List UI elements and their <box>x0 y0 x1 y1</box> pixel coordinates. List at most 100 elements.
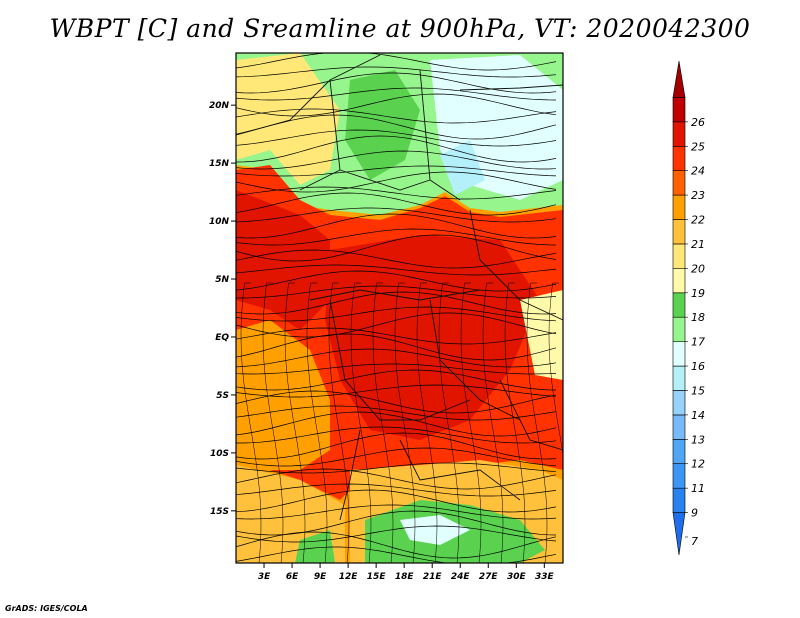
streamline <box>460 282 482 563</box>
streamline <box>236 483 557 497</box>
streamline <box>236 228 557 246</box>
colorbar-label: 12 <box>691 458 705 471</box>
streamline <box>372 282 394 563</box>
streamline <box>236 384 557 398</box>
map-frame <box>235 52 564 564</box>
colorbar-label: 16 <box>691 360 705 373</box>
streamline <box>236 291 557 315</box>
wbpt-field-atlantic <box>236 320 330 470</box>
x-tick-label: 3E <box>258 572 271 582</box>
colorbar-swatch <box>672 463 686 489</box>
streamline <box>236 53 557 71</box>
colorbar-swatch <box>672 487 686 513</box>
colorbar-swatch <box>672 268 686 294</box>
colorbar-swatch <box>672 243 686 269</box>
streamline <box>504 282 526 563</box>
streamline <box>236 108 557 124</box>
colorbar-swatch <box>672 60 686 98</box>
streamline <box>306 282 328 563</box>
colorbar-swatch <box>672 145 686 171</box>
country-borders <box>236 54 563 521</box>
colorbar-swatch <box>672 439 686 465</box>
colorbar-label: 22 <box>691 214 705 227</box>
wbpt-field-south-cool <box>400 515 470 545</box>
colorbar-label: 15 <box>691 384 705 397</box>
streamline <box>236 333 557 361</box>
colorbar-label: 26 <box>691 116 705 129</box>
colorbar-label: 25 <box>691 140 705 153</box>
colorbar-swatch <box>672 390 686 416</box>
border-line <box>469 209 563 321</box>
y-tick-label: 5N <box>215 275 229 285</box>
y-tick-label: EQ <box>215 333 229 343</box>
colorbar-swatch <box>672 194 686 220</box>
streamline <box>236 135 557 163</box>
colorbar-label: 21 <box>691 238 705 251</box>
border-line <box>499 379 563 451</box>
x-tick-label: 9E <box>314 572 327 582</box>
streamline <box>236 129 557 147</box>
streamline <box>236 405 557 421</box>
y-tick-label: 10N <box>209 217 230 227</box>
streamline <box>236 207 557 223</box>
streamline <box>284 282 306 563</box>
streamline <box>236 270 557 292</box>
streamline <box>236 390 557 414</box>
x-tick-label: 33E <box>535 572 555 582</box>
colorbar-swatch <box>672 341 686 367</box>
colorbar-swatch <box>672 97 686 123</box>
streamline <box>236 192 557 216</box>
streamline <box>350 282 372 563</box>
streamline <box>262 282 284 563</box>
colorbar-swatch <box>672 365 686 391</box>
x-tick-label: 30E <box>507 572 527 582</box>
streamline <box>240 282 262 563</box>
x-tick-label: 21E <box>423 572 443 582</box>
streamline <box>236 249 557 269</box>
streamline <box>482 282 504 563</box>
streamline <box>236 285 557 299</box>
border-line <box>429 299 521 421</box>
wbpt-field-sw-green <box>295 530 335 563</box>
colorbar-label: 24 <box>691 165 705 178</box>
y-tick-label: 15S <box>210 507 229 517</box>
colorbar-label: 23 <box>691 189 705 202</box>
streamline <box>236 363 557 375</box>
colorbar-swatch <box>672 219 686 245</box>
streamline <box>236 87 557 101</box>
border-line <box>236 54 381 136</box>
y-tick-label: 15N <box>209 159 230 169</box>
streamline <box>526 282 548 563</box>
streamline <box>236 306 557 322</box>
streamline <box>236 66 557 78</box>
streamline <box>548 282 563 457</box>
colorbar-swatch <box>672 170 686 196</box>
border-line <box>329 299 471 421</box>
y-tick-label: 10S <box>210 449 229 459</box>
x-tick-label: 18E <box>395 572 415 582</box>
streamline <box>236 165 557 177</box>
colorbar-swatch <box>672 316 686 342</box>
x-tick-label: 24E <box>451 572 471 582</box>
x-tick-label: 6E <box>286 572 299 582</box>
colorbar-label: 19 <box>691 287 705 300</box>
border-line <box>339 429 361 521</box>
streamline <box>236 264 557 276</box>
grads-credit: GrADS: IGES/COLA <box>5 604 88 613</box>
streamlines <box>236 53 563 563</box>
streamline <box>236 426 557 444</box>
border-line <box>459 84 563 91</box>
x-tick-label: 15E <box>367 572 387 582</box>
streamline <box>236 171 557 193</box>
streamline <box>328 282 350 563</box>
colorbar-swatch <box>672 292 686 318</box>
colorbar-label: 20 <box>691 262 705 275</box>
streamline <box>236 327 557 345</box>
streamline <box>236 462 557 474</box>
colorbar-label: 17 <box>691 336 705 349</box>
streamline <box>236 447 557 467</box>
colorbar-label: 13 <box>691 433 705 446</box>
colorbar-label: 7 <box>691 535 698 548</box>
streamline <box>236 213 557 239</box>
streamline <box>236 150 557 170</box>
